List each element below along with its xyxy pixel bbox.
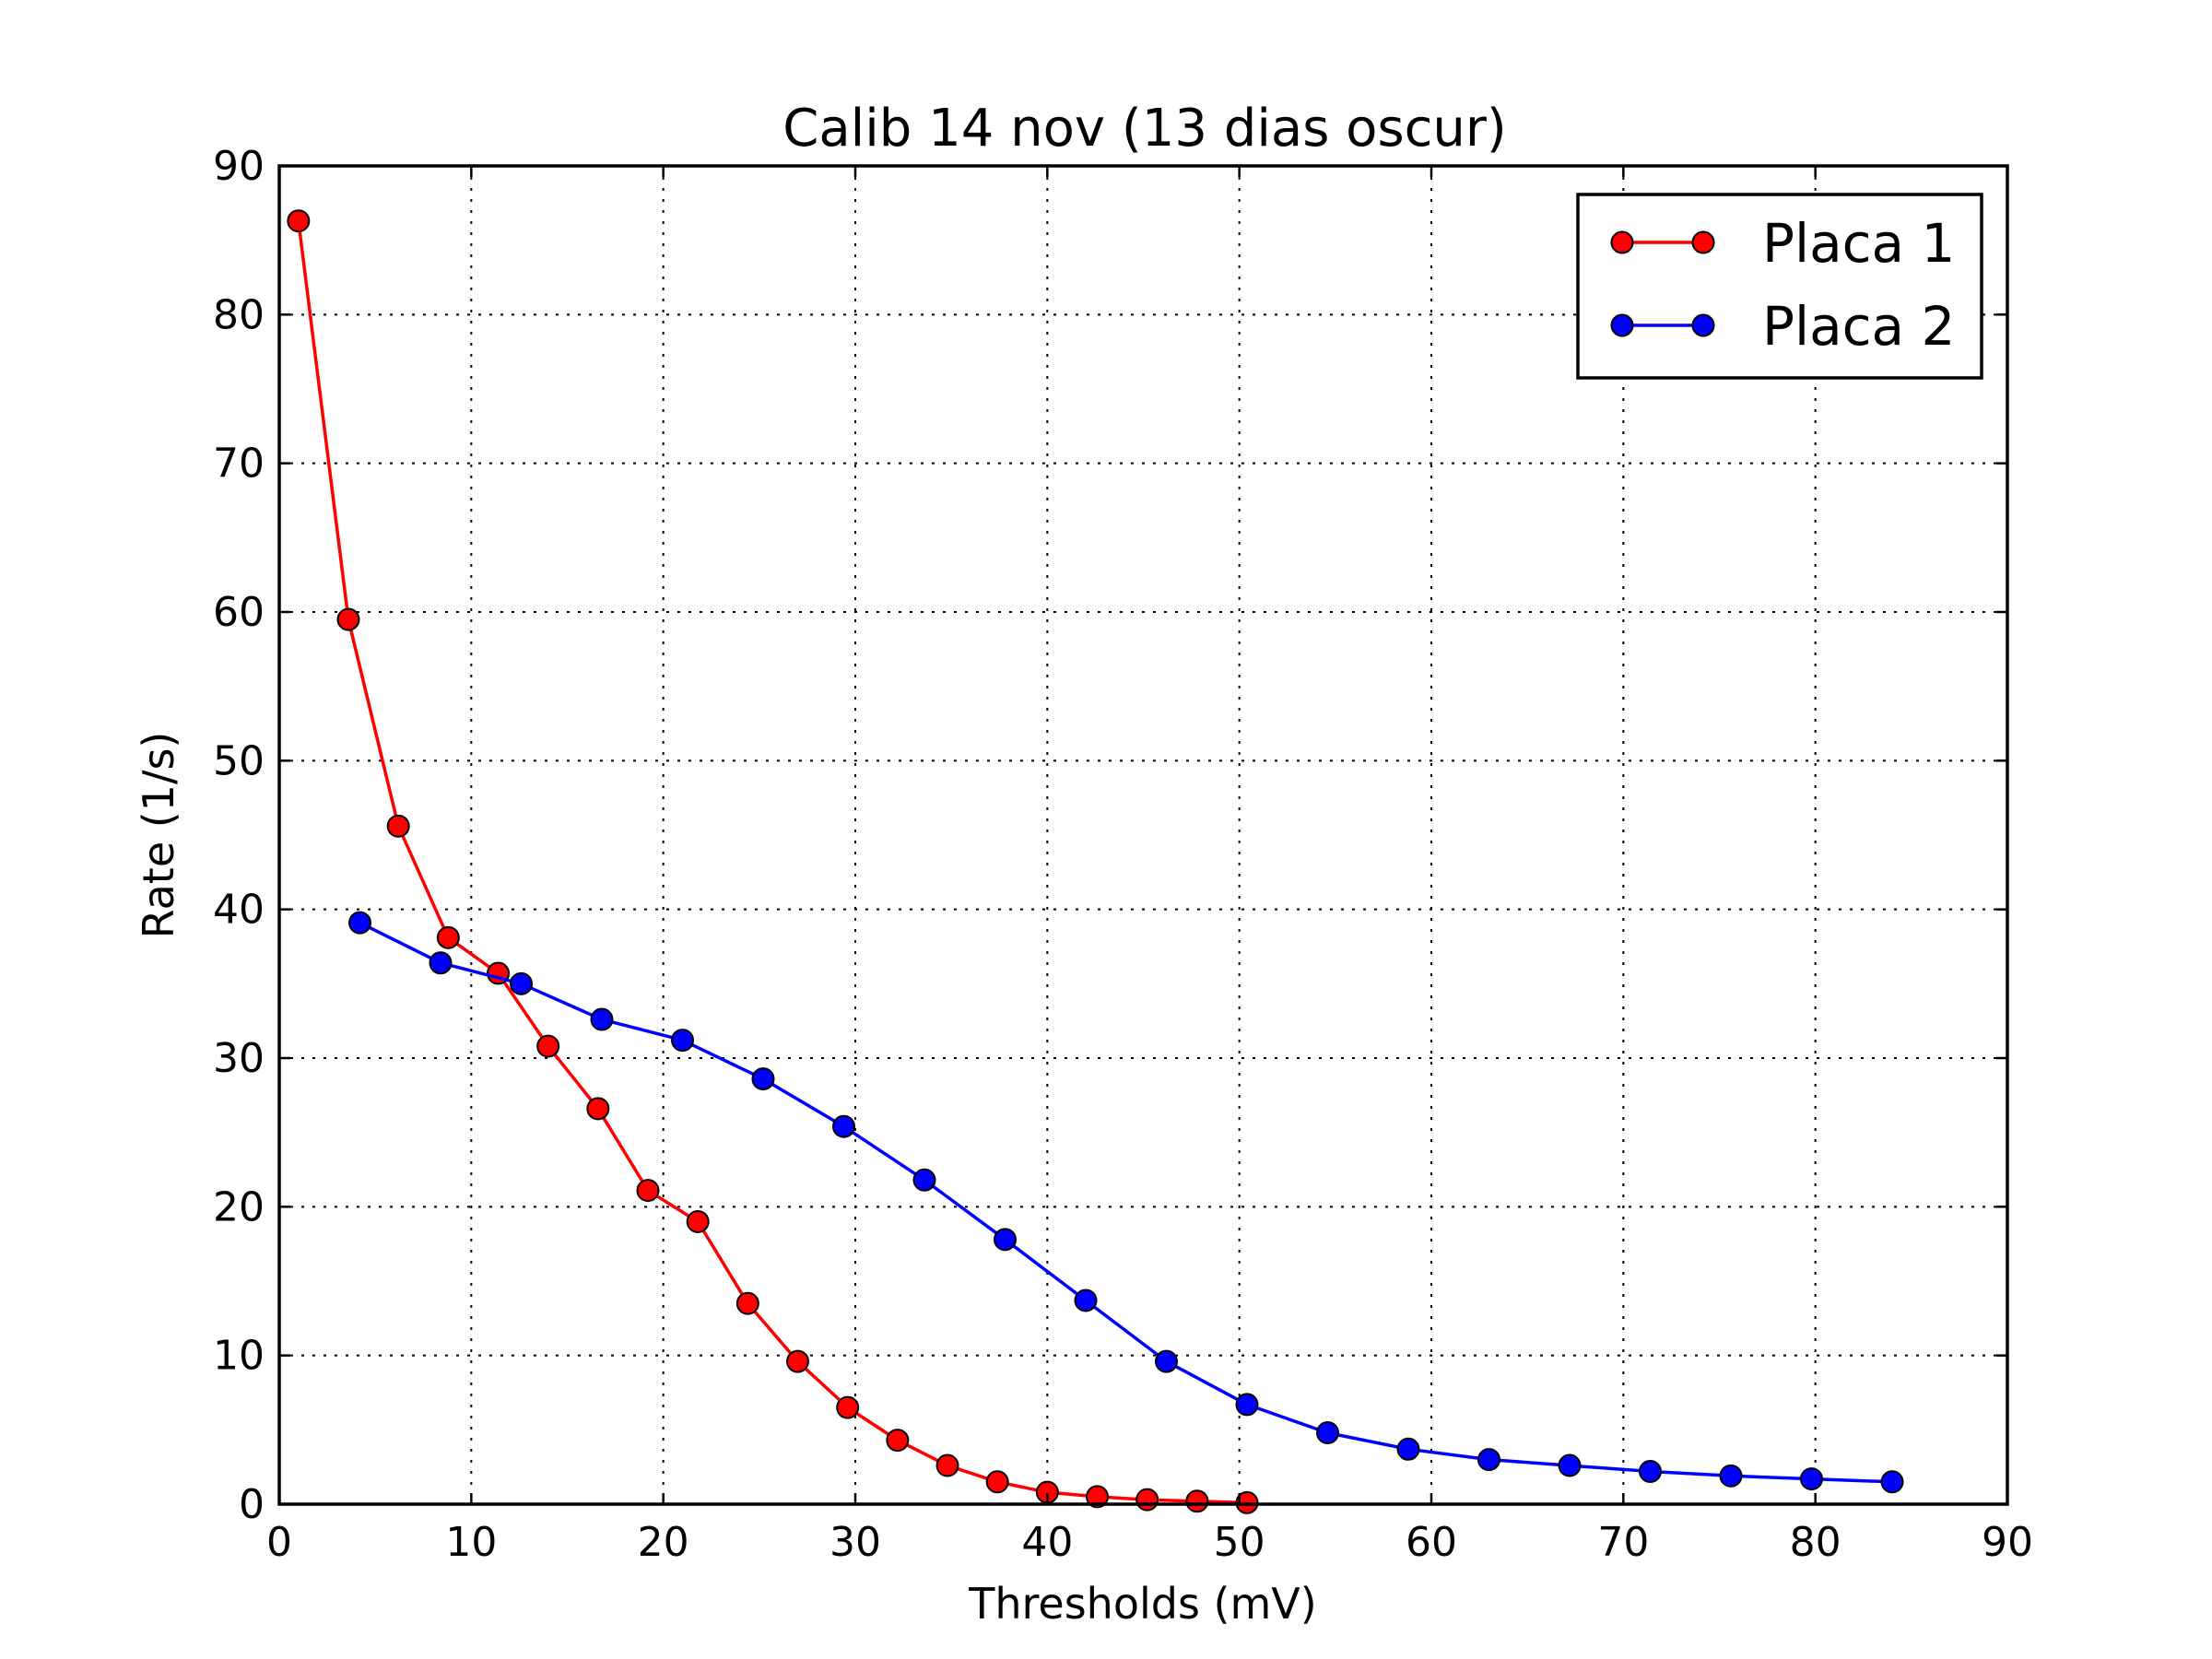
y-tick-label: 30 bbox=[213, 1035, 265, 1082]
data-point bbox=[994, 1228, 1017, 1252]
y-tick-label: 0 bbox=[239, 1481, 265, 1528]
data-point bbox=[1800, 1467, 1823, 1491]
data-point bbox=[912, 1168, 936, 1192]
legend-marker bbox=[1691, 230, 1715, 254]
y-tick-label: 20 bbox=[213, 1183, 265, 1230]
y-tick-labels: 0 10 20 30 40 50 60 70 80 90 bbox=[213, 143, 265, 1528]
legend-entry: Placa 1 bbox=[1610, 212, 1955, 275]
data-point bbox=[1155, 1349, 1178, 1373]
x-tick-labels: 0 10 20 30 40 50 60 70 80 90 bbox=[266, 1519, 2033, 1566]
axis-ticks bbox=[277, 164, 2009, 1506]
y-tick-label: 40 bbox=[213, 887, 265, 934]
legend-marker bbox=[1610, 313, 1634, 337]
x-tick-label: 30 bbox=[830, 1519, 881, 1566]
data-point bbox=[1235, 1393, 1259, 1417]
x-tick-label: 10 bbox=[445, 1519, 497, 1566]
data-point bbox=[886, 1429, 910, 1453]
legend-label: Placa 2 bbox=[1762, 295, 1955, 358]
data-point bbox=[536, 1034, 560, 1058]
data-point bbox=[686, 1209, 710, 1233]
data-point bbox=[1396, 1437, 1420, 1461]
data-point bbox=[1639, 1460, 1662, 1484]
data-point bbox=[336, 607, 360, 631]
legend-entry: Placa 2 bbox=[1610, 295, 1955, 358]
legend-marker bbox=[1610, 230, 1634, 254]
data-point bbox=[287, 209, 311, 233]
y-tick-label: 70 bbox=[213, 441, 265, 488]
data-point bbox=[1477, 1448, 1500, 1472]
series-2 bbox=[348, 911, 1904, 1494]
x-tick-label: 70 bbox=[1597, 1519, 1649, 1566]
y-tick-label: 50 bbox=[213, 737, 265, 784]
x-tick-label: 50 bbox=[1214, 1519, 1265, 1566]
data-point bbox=[1719, 1464, 1743, 1488]
series-1 bbox=[287, 209, 1259, 1514]
y-tick-label: 60 bbox=[213, 589, 265, 636]
data-point bbox=[836, 1395, 860, 1419]
data-point bbox=[1185, 1489, 1209, 1513]
data-point bbox=[1135, 1488, 1159, 1512]
legend: Placa 1 Placa 2 bbox=[1576, 193, 1983, 380]
x-axis-label: Thresholds (mV) bbox=[968, 1579, 1316, 1629]
x-tick-label: 90 bbox=[1982, 1519, 2033, 1566]
legend-label: Placa 1 bbox=[1762, 212, 1955, 275]
data-point bbox=[1558, 1453, 1582, 1477]
x-tick-label: 20 bbox=[638, 1519, 689, 1566]
data-point bbox=[751, 1067, 775, 1091]
x-tick-label: 0 bbox=[266, 1519, 292, 1566]
series-layer bbox=[287, 209, 1904, 1514]
legend-entries: Placa 1 Placa 2 bbox=[1610, 212, 1955, 358]
data-point bbox=[590, 1007, 614, 1031]
data-point bbox=[348, 911, 371, 935]
data-point bbox=[386, 814, 410, 838]
data-point bbox=[985, 1470, 1009, 1494]
data-point bbox=[1880, 1470, 1904, 1494]
data-point bbox=[1086, 1485, 1109, 1509]
plot-frame bbox=[277, 164, 2009, 1506]
data-point bbox=[832, 1114, 855, 1138]
data-point bbox=[671, 1029, 694, 1053]
data-point bbox=[1074, 1288, 1098, 1312]
legend-marker bbox=[1691, 313, 1715, 337]
data-point bbox=[429, 951, 453, 975]
data-point bbox=[735, 1291, 759, 1315]
x-tick-label: 80 bbox=[1790, 1519, 1841, 1566]
data-point bbox=[436, 925, 460, 949]
legend-box bbox=[1576, 193, 1983, 380]
chart-title: Calib 14 nov (13 dias oscur) bbox=[782, 99, 1507, 159]
y-tick-label: 90 bbox=[213, 143, 265, 190]
y-tick-label: 10 bbox=[213, 1333, 265, 1380]
series-line bbox=[359, 921, 1893, 1484]
data-point bbox=[1316, 1421, 1339, 1445]
data-point bbox=[636, 1179, 660, 1203]
data-point bbox=[510, 971, 533, 995]
data-point bbox=[935, 1453, 959, 1477]
data-point bbox=[586, 1097, 610, 1121]
y-axis-label: Rate (1/s) bbox=[134, 732, 183, 939]
x-tick-label: 40 bbox=[1021, 1519, 1073, 1566]
x-tick-label: 60 bbox=[1406, 1519, 1457, 1566]
data-point bbox=[786, 1349, 809, 1373]
y-tick-label: 80 bbox=[213, 291, 265, 338]
